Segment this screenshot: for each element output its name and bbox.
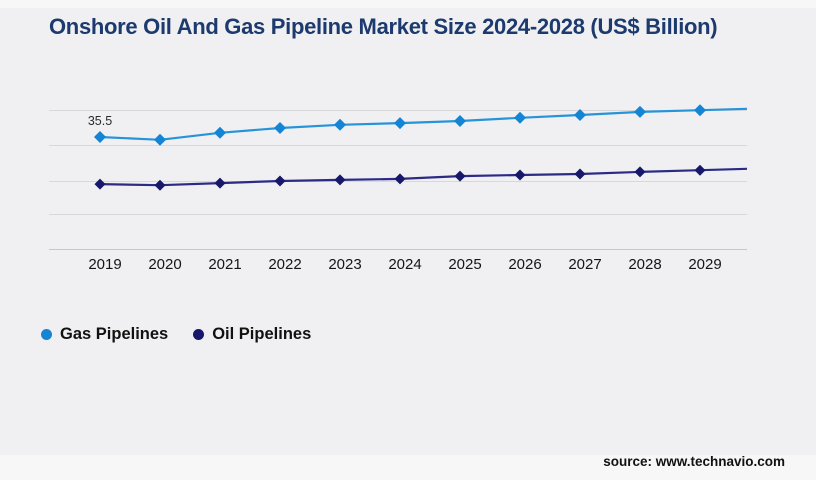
data-point-diamond	[634, 105, 646, 118]
plot-area: 35.5	[49, 99, 748, 250]
legend-item-gas-pipelines[interactable]: Gas Pipelines	[41, 325, 168, 344]
data-point-diamond	[214, 177, 226, 189]
gridline	[49, 110, 747, 111]
x-axis-label: 2023	[328, 256, 362, 273]
legend-label-oil: Oil Pipelines	[212, 325, 312, 343]
data-point-diamond	[154, 179, 166, 191]
source-attribution: source: www.technavio.com	[603, 454, 785, 469]
data-point-diamond	[334, 174, 346, 186]
gas-series-marker-icon	[41, 329, 52, 340]
x-axis-label: 2021	[208, 256, 242, 273]
data-point-diamond	[274, 122, 286, 134]
legend: Gas Pipelines Oil Pipelines	[41, 325, 311, 344]
data-point-diamond	[154, 133, 166, 146]
bottom-margin-strip	[0, 455, 816, 480]
data-label-gas-2019: 35.5	[87, 114, 113, 128]
data-point-diamond	[454, 170, 466, 182]
x-axis-label: 2026	[508, 256, 542, 273]
data-point-diamond	[394, 173, 406, 185]
data-point-diamond	[274, 175, 286, 187]
line-chart	[94, 104, 748, 191]
chart-title: Onshore Oil And Gas Pipeline Market Size…	[49, 14, 718, 39]
x-axis-label: 2019	[88, 256, 122, 273]
x-axis-label: 2029	[688, 256, 722, 273]
x-axis-label: 2025	[448, 256, 482, 273]
x-axis-label: 2020	[148, 256, 182, 273]
data-point-diamond	[94, 178, 106, 190]
x-axis-label: 2022	[268, 256, 302, 273]
data-point-diamond	[694, 104, 706, 117]
legend-label-gas: Gas Pipelines	[60, 325, 169, 343]
data-point-diamond	[574, 168, 586, 180]
top-margin-strip	[0, 0, 816, 8]
x-axis: 2019 2020 2021 2022 2023 2024 2025 2026 2027 2028…	[54, 255, 764, 275]
gridline	[49, 214, 747, 215]
x-axis-label: 2027	[568, 256, 602, 273]
data-point-diamond	[334, 118, 346, 131]
data-point-diamond	[634, 166, 646, 178]
data-point-diamond	[694, 164, 706, 176]
data-point-diamond	[394, 117, 406, 130]
data-point-diamond	[514, 111, 526, 124]
data-point-diamond	[214, 126, 226, 139]
data-point-diamond	[574, 109, 586, 121]
series-line	[99, 107, 748, 141]
legend-item-oil-pipelines[interactable]: Oil Pipelines	[193, 325, 311, 344]
x-axis-label: 2028	[628, 256, 662, 273]
series-line	[99, 167, 748, 187]
data-point-diamond	[94, 131, 106, 143]
data-point-diamond	[514, 169, 526, 181]
data-point-diamond	[454, 115, 466, 127]
gridline	[49, 145, 747, 146]
x-axis-label: 2024	[388, 256, 422, 273]
oil-series-marker-icon	[193, 329, 205, 340]
